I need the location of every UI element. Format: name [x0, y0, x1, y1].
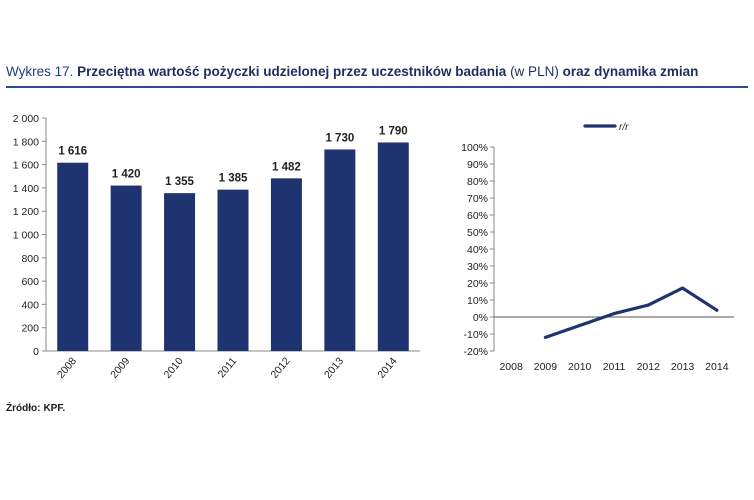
bar-value-label: 1 790 [379, 125, 408, 137]
line-x-tick-label: 2012 [637, 361, 661, 373]
line-point [612, 312, 616, 316]
bar-y-tick-label: 1 400 [13, 183, 39, 195]
bar [324, 149, 356, 351]
bar-y-tick-label: 0 [33, 346, 39, 358]
line-x-tick-label: 2008 [499, 361, 523, 373]
line-x-tick-label: 2009 [534, 361, 558, 373]
source-value: KPF. [43, 403, 66, 414]
line-y-tick-label: -10% [463, 329, 488, 341]
bar-value-label: 1 420 [112, 169, 141, 181]
chart-number: Wykres 17. [6, 64, 74, 79]
bar [217, 189, 249, 351]
bar-y-tick-label: 2 000 [13, 113, 39, 125]
bar [270, 178, 302, 351]
line-y-tick-label: 50% [467, 227, 488, 239]
line-x-tick-label: 2011 [603, 361, 626, 373]
legend-label: r/r [619, 122, 629, 133]
line-y-tick-label: 10% [467, 295, 488, 307]
bar-value-label: 1 482 [272, 161, 301, 173]
bar-value-label: 1 616 [58, 146, 87, 158]
chart-title-main: Przeciętna wartość pożyczki udzielonej p… [77, 64, 507, 79]
bar-y-tick-label: 200 [21, 323, 39, 335]
chart-title-suffix: oraz dynamika zmian [562, 64, 699, 79]
bar-value-label: 1 355 [165, 176, 194, 188]
line-point [646, 303, 650, 307]
line-y-tick-label: 30% [467, 261, 488, 273]
bar-y-tick-label: 1 800 [13, 136, 39, 148]
line-point [543, 335, 547, 339]
line-y-tick-label: 40% [467, 244, 488, 256]
line-point [578, 324, 582, 327]
line-x-tick-label: 2014 [705, 361, 729, 373]
bar [164, 193, 196, 351]
line-x-tick-label: 2013 [671, 361, 695, 373]
line-y-tick-label: 70% [467, 193, 488, 205]
line-y-tick-label: 80% [467, 176, 488, 188]
bar-y-tick-label: 1 600 [13, 160, 39, 172]
line-x-tick-label: 2010 [568, 361, 592, 373]
line-y-tick-label: 90% [467, 159, 488, 171]
line-point [715, 308, 719, 312]
bar [110, 185, 142, 351]
bar-y-tick-label: 1 000 [13, 230, 39, 242]
line-series [543, 286, 719, 339]
line-y-tick-label: 100% [461, 142, 488, 154]
line-point [681, 286, 685, 290]
source-label: Źródło: [6, 403, 41, 414]
bar [377, 142, 409, 351]
bar-value-label: 1 730 [325, 132, 354, 144]
bar-y-tick-label: 400 [21, 299, 39, 311]
title-divider [6, 86, 748, 88]
line-y-tick-label: 60% [467, 210, 488, 222]
chart-title: Wykres 17. Przeciętna wartość pożyczki u… [6, 64, 698, 79]
line-y-tick-label: 0% [473, 312, 488, 324]
bar-y-tick-label: 600 [21, 276, 39, 288]
line-y-tick-label: 20% [467, 278, 488, 290]
bar-y-tick-label: 800 [21, 253, 39, 265]
bar [57, 162, 89, 351]
line-y-tick-label: -20% [463, 346, 488, 358]
source-note: Źródło: KPF. [6, 403, 68, 414]
chart-title-unit: (w PLN) [510, 64, 559, 79]
bar-value-label: 1 385 [219, 173, 248, 185]
bar-y-tick-label: 1 200 [13, 206, 39, 218]
